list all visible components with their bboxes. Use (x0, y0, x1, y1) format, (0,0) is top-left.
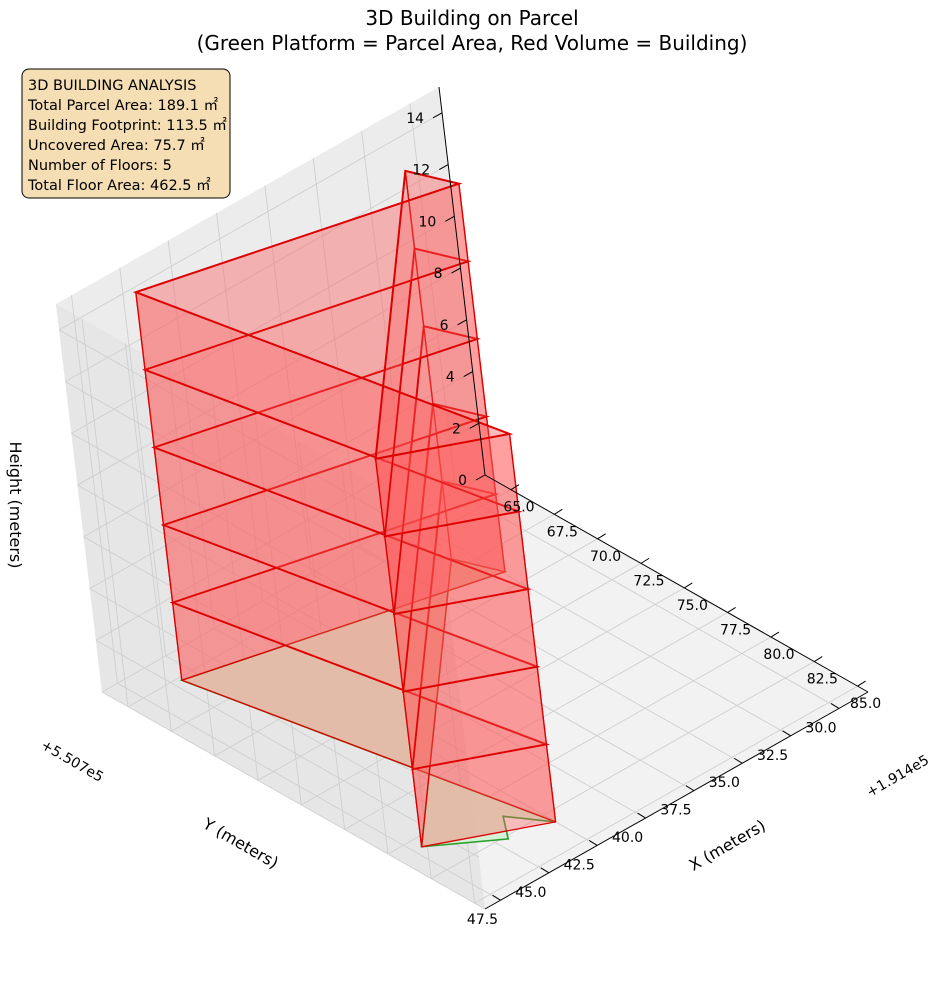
axis-lines (432, 86, 869, 910)
z-tick-mark (451, 267, 461, 274)
y-axis-label: Y (meters) (199, 814, 282, 873)
x-tick-label: 82.5 (807, 672, 838, 688)
info-parcel-area: Total Parcel Area: 189.1 ㎡ (27, 97, 219, 114)
z-grid-left-line (95, 422, 480, 641)
y-tick-mark (685, 785, 695, 792)
y-tick-mark (734, 757, 743, 764)
x-tick-mark (684, 582, 693, 589)
x-tick-mark (727, 607, 736, 613)
y-grid-wall-line (119, 267, 167, 656)
y-grid-wall-line (312, 158, 360, 547)
y-tick-mark (830, 703, 840, 709)
y-grid-floor-line (455, 491, 840, 709)
z-tick-label: 8 (434, 266, 443, 282)
x-tick-label: 85.0 (850, 696, 881, 712)
z-grid-left-line (58, 112, 443, 331)
z-tick-mark (475, 474, 486, 481)
x-tick-label: 80.0 (763, 647, 794, 663)
x-tick-label: 67.5 (547, 524, 578, 540)
x-grid-wall-line (211, 392, 259, 781)
x-tick-mark (554, 508, 563, 515)
z-grid-left-line (71, 215, 455, 434)
x-tick-mark (770, 631, 780, 638)
x-tick-mark (597, 533, 606, 540)
x-offset-label: +1.914e5 (864, 752, 932, 801)
z-tick-mark (432, 112, 443, 119)
x-tick-label: 72.5 (633, 573, 664, 589)
y-grid-floor-line (310, 573, 695, 792)
y-grid-wall-line (409, 103, 457, 492)
z-grid-left-line (89, 371, 473, 589)
z-grid-right-line (101, 691, 486, 910)
z-tick-mark (457, 319, 467, 326)
x-axis-line (484, 474, 869, 693)
z-tick-mark (469, 422, 480, 429)
x-tick-label: 77.5 (720, 623, 751, 639)
info-box-heading: 3D BUILDING ANALYSIS (28, 78, 196, 94)
z-tick-label: 12 (412, 163, 430, 179)
y-tick-label: 45.0 (515, 885, 546, 901)
z-tick-mark (445, 215, 455, 222)
building-layer (132, 169, 557, 848)
info-box-background (21, 68, 231, 199)
y-grid-wall-line (71, 295, 118, 684)
x-grid-wall-line (254, 416, 302, 805)
x-tick-mark (640, 557, 650, 564)
z-tick-label: 4 (446, 370, 455, 386)
y-tick-mark (492, 894, 501, 901)
info-total-floor-area: Total Floor Area: 462.5 ㎡ (27, 177, 211, 194)
z-tick-label: 2 (452, 421, 461, 437)
info-uncovered-area: Uncovered Area: 75.7 ㎡ (28, 137, 205, 154)
y-tick-label: 42.5 (564, 857, 595, 873)
y-tick-label: 40.0 (612, 830, 643, 846)
z-grid-right-line (64, 381, 449, 599)
y-offset-label: +5.507e5 (38, 737, 106, 786)
z-grid-right-line (58, 329, 443, 548)
building-slab-floor-5 (132, 169, 514, 461)
info-floor-count: Number of Floors: 5 (28, 158, 172, 174)
y-tick-mark (588, 840, 598, 846)
z-axis-label: Height (meters) (6, 442, 25, 569)
tick-labels: 65.0 67.5 70.0 72.5 75.0 77.5 80.0 82.5 85.0 30.0… (406, 111, 881, 928)
y-tick-label: 30.0 (805, 720, 836, 736)
x-grid-wall-line (81, 318, 129, 707)
right-wall-pane (56, 304, 485, 909)
info-box: 3D BUILDING ANALYSIS Total Parcel Area: … (21, 68, 231, 199)
x-tick-label: 75.0 (677, 598, 708, 614)
chart-title: 3D Building on Parcel (365, 6, 578, 30)
y-tick-label: 47.5 (467, 912, 498, 928)
y-tick-label: 37.5 (660, 803, 691, 819)
z-grid-left-line (64, 164, 449, 382)
x-tick-label: 70.0 (590, 549, 621, 565)
x-tick-mark (510, 484, 520, 491)
z-axis-line (438, 86, 486, 476)
y-tick-mark (782, 730, 791, 737)
y-tick-mark (637, 812, 646, 819)
info-building-footprint: Building Footprint: 113.5 ㎡ (28, 117, 227, 134)
z-tick-label: 10 (418, 214, 436, 230)
y-grid-floor-line (117, 682, 501, 901)
x-tick-mark (857, 680, 866, 687)
x-axis-label: X (meters) (686, 816, 769, 875)
y-tick-mark (540, 867, 550, 874)
x-grid-wall-line (124, 343, 172, 732)
y-grid-floor-line (407, 518, 791, 737)
x-tick-mark (814, 656, 823, 662)
z-tick-label: 14 (406, 111, 424, 127)
x-tick-label: 65.0 (503, 500, 534, 516)
y-tick-label: 32.5 (757, 748, 788, 764)
y-grid-floor-line (359, 545, 743, 764)
y-tick-label: 35.0 (709, 775, 740, 791)
y-grid-wall-line (264, 185, 312, 574)
z-tick-label: 6 (440, 318, 449, 334)
z-tick-label: 0 (458, 473, 467, 489)
chart-subtitle: (Green Platform = Parcel Area, Red Volum… (197, 31, 748, 55)
x-grid-wall-line (168, 367, 216, 756)
z-tick-mark (438, 164, 449, 171)
z-tick-mark (463, 371, 473, 377)
z-grid-left-line (77, 267, 461, 486)
z-grid-right-line (95, 639, 480, 858)
y-grid-wall-line (216, 212, 263, 602)
